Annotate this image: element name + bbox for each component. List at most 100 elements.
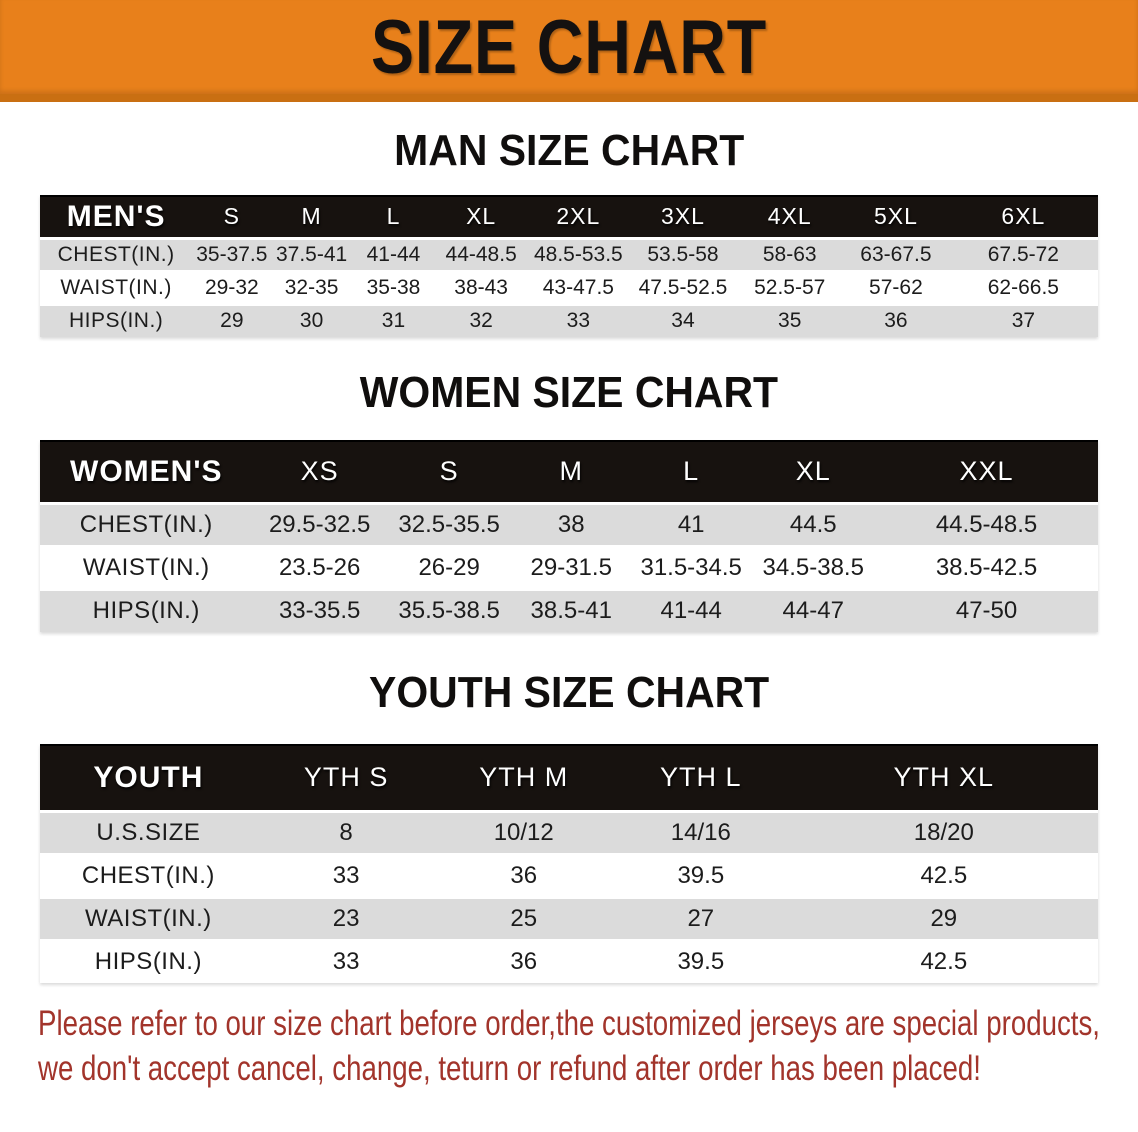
size-table-header-row: WOMEN'S XS S M L XL XXL <box>40 440 1098 504</box>
measurement-value: 41 <box>677 510 705 538</box>
measurement-label: CHEST(IN.) <box>57 242 175 266</box>
measurement-value: 34.5-38.5 <box>762 553 864 581</box>
measurement-value: 33 <box>566 309 591 333</box>
measurement-value: 39.5 <box>677 948 725 976</box>
measurement-value: 48.5-53.5 <box>533 242 623 266</box>
measurement-value: 35-37.5 <box>196 242 268 266</box>
measurement-value: 47.5-52.5 <box>638 275 728 299</box>
measurement-row: U.S.SIZE 8 10/12 14/16 18/20 <box>40 811 1098 854</box>
measurement-row: HIPS(IN.) 29 30 31 32 33 34 35 36 37 <box>40 304 1098 337</box>
measurement-value: 41-44 <box>660 597 722 625</box>
table-group-label: MEN'S <box>40 195 193 239</box>
measurement-value: 42.5 <box>920 948 968 976</box>
disclaimer-line-2: we don't accept cancel, change, teturn o… <box>38 1049 981 1088</box>
measurement-value: 35-38 <box>366 275 421 299</box>
size-column-header: 6XL <box>948 195 1098 239</box>
size-column-header: 2XL <box>527 195 630 239</box>
measurement-value: 41-44 <box>366 242 421 266</box>
measurement-value: 44-47 <box>782 597 844 625</box>
size-column-header: XL <box>751 440 876 504</box>
measurement-value: 32-35 <box>284 275 339 299</box>
youth-size-chart-section: YOUTH SIZE CHART YOUTH YTH S YTH M YTH L YTH… <box>0 668 1138 983</box>
measurement-value: 31 <box>381 309 406 333</box>
measurement-value: 33 <box>332 948 360 976</box>
size-table-header-row: YOUTH YTH S YTH M YTH L YTH XL <box>40 744 1098 812</box>
measurement-value: 52.5-57 <box>754 275 826 299</box>
measurement-value: 25 <box>510 904 538 932</box>
size-column-header: M <box>511 440 631 504</box>
measurement-value: 29.5-32.5 <box>268 510 371 538</box>
measurement-value: 35.5-38.5 <box>398 597 500 625</box>
measurement-row: WAIST(IN.) 23 25 27 29 <box>40 897 1098 940</box>
measurement-value: 36 <box>884 309 908 333</box>
size-column-header: 3XL <box>629 195 737 239</box>
measurement-value: 8 <box>339 818 353 846</box>
measurement-row: WAIST(IN.) 23.5-26 26-29 29-31.5 31.5-34.5 34… <box>40 546 1098 589</box>
measurement-value: 33 <box>332 861 360 889</box>
size-table-header-row: MEN'S S M L XL 2XL 3XL 4XL 5XL 6XL <box>40 195 1098 239</box>
mens-size-table: MEN'S S M L XL 2XL 3XL 4XL 5XL 6XL CHEST(IN.) 35-37… <box>40 195 1098 337</box>
size-column-header: YTH M <box>435 744 612 812</box>
disclaimer-note: Please refer to our size chart before or… <box>38 1001 1138 1091</box>
measurement-label: HIPS(IN.) <box>68 309 164 333</box>
measurement-value: 62-66.5 <box>987 275 1059 299</box>
measurement-value: 38.5-41 <box>530 597 612 625</box>
size-chart-banner: SIZE CHART <box>0 0 1138 102</box>
measurement-value: 10/12 <box>493 818 554 846</box>
measurement-row: CHEST(IN.) 29.5-32.5 32.5-35.5 38 41 44.5 44.5… <box>40 503 1098 546</box>
measurement-row: CHEST(IN.) 33 36 39.5 42.5 <box>40 854 1098 897</box>
size-column-header: YTH L <box>612 744 790 812</box>
measurement-label: WAIST(IN.) <box>82 553 210 581</box>
measurement-row: CHEST(IN.) 35-37.5 37.5-41 41-44 44-48.5 48.5… <box>40 238 1098 271</box>
size-column-header: L <box>351 195 436 239</box>
measurement-value: 26-29 <box>418 553 480 581</box>
measurement-value: 53.5-58 <box>647 242 719 266</box>
measurement-value: 23 <box>332 904 360 932</box>
size-column-header: M <box>271 195 352 239</box>
section-title-man: MAN SIZE CHART <box>393 126 745 175</box>
size-column-header: S <box>386 440 512 504</box>
measurement-value: 47-50 <box>955 597 1018 625</box>
section-title-women: WOMEN SIZE CHART <box>359 368 779 417</box>
measurement-value: 29 <box>930 904 958 932</box>
man-size-chart-section: MAN SIZE CHART MEN'S S M L XL 2XL 3XL 4XL 5XL 6XL… <box>0 127 1138 337</box>
measurement-value: 57-62 <box>869 275 923 299</box>
section-title-youth: YOUTH SIZE CHART <box>368 668 770 717</box>
size-column-header: XS <box>252 440 387 504</box>
measurement-value: 67.5-72 <box>987 242 1059 266</box>
measurement-value: 44.5-48.5 <box>935 510 1038 538</box>
measurement-value: 39.5 <box>677 861 725 889</box>
measurement-row: HIPS(IN.) 33 36 39.5 42.5 <box>40 940 1098 983</box>
measurement-value: 43-47.5 <box>542 275 614 299</box>
measurement-value: 34 <box>671 309 695 333</box>
measurement-value: 58-63 <box>762 242 817 266</box>
measurement-label: CHEST(IN.) <box>79 510 213 538</box>
women-size-chart-section: WOMEN SIZE CHART WOMEN'S XS S M L XL XXL CHEST(… <box>0 368 1138 632</box>
size-column-header: XL <box>435 195 528 239</box>
measurement-value: 29 <box>220 309 244 333</box>
measurement-value: 35 <box>778 309 802 333</box>
measurement-value: 30 <box>299 309 324 333</box>
measurement-label: U.S.SIZE <box>96 818 201 846</box>
measurement-value: 32.5-35.5 <box>398 510 500 538</box>
measurement-value: 44.5 <box>789 510 837 538</box>
measurement-value: 36 <box>510 861 538 889</box>
measurement-value: 14/16 <box>670 818 731 846</box>
measurement-label: HIPS(IN.) <box>92 597 200 625</box>
measurement-value: 27 <box>687 904 715 932</box>
youth-size-table: YOUTH YTH S YTH M YTH L YTH XL U.S.SIZE 8 10/12… <box>40 744 1098 983</box>
measurement-value: 37.5-41 <box>275 242 348 266</box>
disclaimer-line-1: Please refer to our size chart before or… <box>38 1004 1100 1043</box>
size-column-header: 4XL <box>736 195 844 239</box>
measurement-value: 37 <box>1011 309 1036 333</box>
measurement-value: 42.5 <box>920 861 968 889</box>
measurement-value: 23.5-26 <box>278 553 361 581</box>
measurement-value: 44-48.5 <box>445 242 517 266</box>
measurement-value: 38-43 <box>454 275 508 299</box>
table-group-label: YOUTH <box>40 744 257 812</box>
measurement-row: HIPS(IN.) 33-35.5 35.5-38.5 38.5-41 41-44 44-… <box>40 589 1098 632</box>
size-column-header: 5XL <box>843 195 949 239</box>
measurement-value: 29-32 <box>204 275 259 299</box>
measurement-value: 31.5-34.5 <box>640 553 742 581</box>
size-column-header: S <box>192 195 272 239</box>
